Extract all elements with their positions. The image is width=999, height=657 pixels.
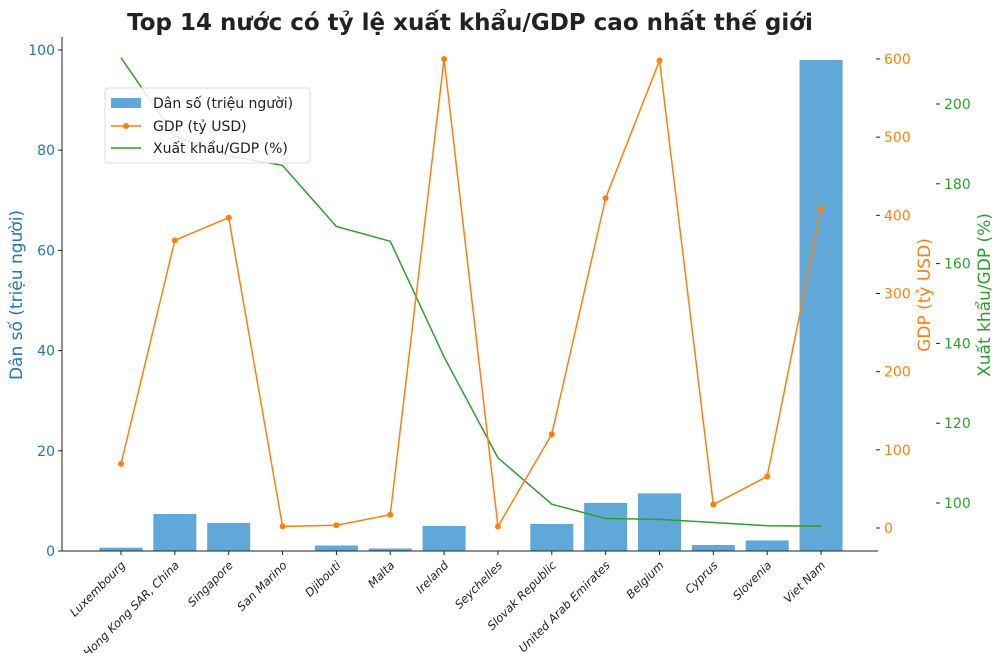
- bar-slovenia: [746, 540, 789, 551]
- legend-marker-gdp: [123, 123, 129, 129]
- left-axis-label: Dân số (triệu người): [6, 210, 27, 380]
- gdp-point: [226, 215, 232, 221]
- export-tick-label: 120: [944, 416, 971, 432]
- left-tick-label: 20: [37, 444, 55, 460]
- gdp-point: [441, 56, 447, 62]
- bar-djibouti: [315, 545, 358, 551]
- bar-belgium: [638, 493, 681, 551]
- left-tick-label: 80: [37, 143, 55, 159]
- bar-singapore: [207, 523, 250, 551]
- x-tick-label: Ireland: [413, 558, 452, 597]
- legend-label-gdp: GDP (tỷ USD): [153, 119, 247, 135]
- bar-ireland: [423, 526, 466, 551]
- gdp-point: [657, 58, 663, 64]
- export-tick-label: 100: [944, 496, 971, 512]
- gdp-tick-label: 500: [884, 130, 911, 146]
- bar-united-arab-emirates: [584, 503, 627, 551]
- gdp-point: [549, 431, 555, 437]
- gdp-point: [387, 512, 393, 518]
- gdp-point: [818, 205, 824, 211]
- x-tick-label: San Marino: [234, 558, 290, 614]
- gdp-tick-label: 400: [884, 208, 911, 224]
- x-tick-label: Belgium: [623, 558, 666, 601]
- gdp-tick-label: 100: [884, 443, 911, 459]
- legend-label-export: Xuất khẩu/GDP (%): [153, 140, 288, 157]
- bar-slovak-republic: [530, 524, 573, 551]
- gdp-point: [172, 237, 178, 243]
- gdp-point: [333, 522, 339, 528]
- legend-swatch-population: [111, 98, 141, 108]
- x-tick-label: United Arab Emirates: [516, 558, 613, 653]
- gdp-point: [118, 461, 124, 467]
- x-tick-label: Slovenia: [730, 558, 775, 603]
- left-tick-label: 100: [28, 43, 55, 59]
- export-tick-label: 160: [944, 257, 971, 273]
- gdp-point: [280, 523, 286, 529]
- x-tick-label: Malta: [365, 558, 397, 590]
- left-tick-label: 60: [37, 243, 55, 259]
- gdp-tick-label: 300: [884, 286, 911, 302]
- gdp-tick-label: 600: [884, 52, 911, 68]
- export-tick-label: 180: [944, 177, 971, 193]
- x-tick-label: Djibouti: [302, 558, 344, 600]
- gdp-point: [710, 502, 716, 508]
- x-tick-label: Cyprus: [682, 558, 720, 596]
- chart-title: Top 14 nước có tỷ lệ xuất khẩu/GDP cao n…: [127, 8, 813, 36]
- gdp-point: [495, 523, 501, 529]
- export-axis-label: Xuất khẩu/GDP (%): [974, 213, 995, 377]
- left-tick-label: 40: [37, 344, 55, 360]
- gdp-axis-label: GDP (tỷ USD): [915, 238, 935, 352]
- x-tick-label: Singapore: [185, 558, 236, 609]
- export-tick-label: 200: [944, 97, 971, 113]
- gdp-tick-label: 200: [884, 365, 911, 381]
- export-tick-label: 140: [944, 336, 971, 352]
- gdp-point: [603, 195, 609, 201]
- legend-label-population: Dân số (triệu người): [153, 95, 293, 112]
- left-tick-label: 0: [46, 544, 55, 560]
- x-tick-label: Hong Kong SAR, China: [80, 558, 182, 653]
- bar-cyprus: [692, 545, 735, 551]
- gdp-point: [764, 473, 770, 479]
- x-tick-label: Viet Nam: [781, 558, 828, 605]
- bar-viet-nam: [800, 60, 843, 551]
- legend: Dân số (triệu người) GDP (tỷ USD) Xuất k…: [105, 88, 310, 163]
- bar-hong-kong-sar-china: [153, 514, 196, 551]
- x-tick-label: Seychelles: [452, 558, 505, 611]
- gdp-tick-label: 0: [884, 521, 893, 537]
